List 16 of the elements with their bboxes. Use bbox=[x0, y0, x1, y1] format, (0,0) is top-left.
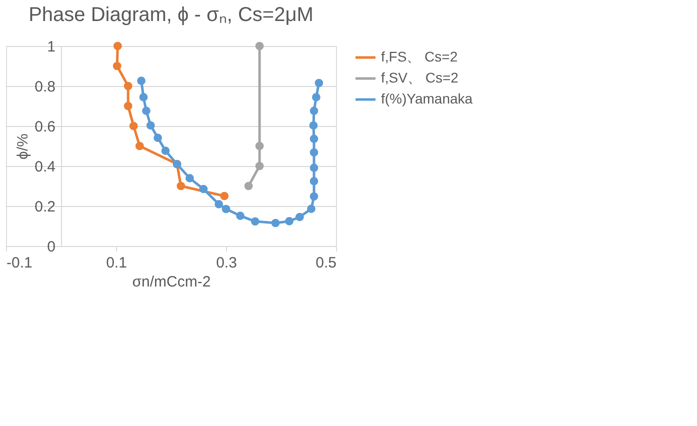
legend-label: f(%)Yamanaka bbox=[381, 90, 473, 106]
x-axis-title: σn/mCcm-2 bbox=[132, 274, 211, 290]
x-tick-label: 0.3 bbox=[216, 254, 237, 272]
x-tick-label: 0.5 bbox=[316, 254, 336, 272]
y-tick-label: 0.2 bbox=[34, 198, 56, 216]
y-tick-label: 0.4 bbox=[34, 158, 56, 176]
y-tick-label: 1 bbox=[47, 38, 56, 56]
legend-label: f,FS、 Cs=2 bbox=[381, 48, 458, 64]
y-tick-label: 0 bbox=[47, 238, 56, 256]
y-tick-label: 0.6 bbox=[34, 118, 56, 136]
y-axis-title: ϕ/% bbox=[14, 134, 32, 160]
chart-title: Phase Diagram, ϕ - σₙ, Cs=2μM bbox=[28, 4, 314, 26]
legend-label: f,SV、 Cs=2 bbox=[381, 70, 459, 86]
y-tick-label: 0.8 bbox=[34, 78, 56, 96]
x-tick-label: -0.1 bbox=[6, 254, 32, 272]
x-tick-label: 0.1 bbox=[106, 254, 127, 272]
